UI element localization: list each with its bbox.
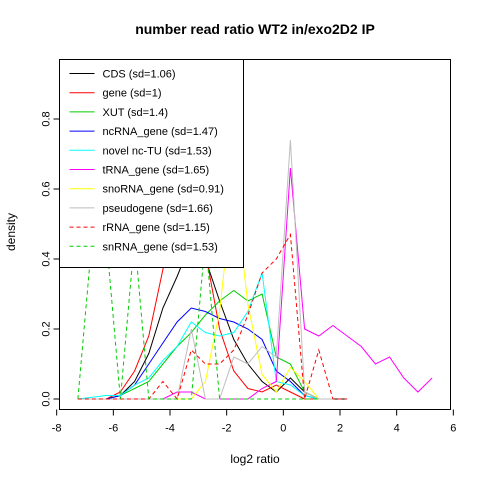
legend-label: snoRNA_gene (sd=0.91) xyxy=(103,184,224,196)
legend-label: ncRNA_gene (sd=1.47) xyxy=(103,126,218,138)
series-line-9 xyxy=(77,232,348,401)
x-tick-label: -2 xyxy=(222,423,232,435)
x-tick-label: 0 xyxy=(280,423,286,435)
chart-title: number read ratio WT2 in/exo2D2 IP xyxy=(135,21,375,37)
series-line-6 xyxy=(77,167,433,400)
legend-box xyxy=(59,59,244,268)
legend: CDS (sd=1.06) gene (sd=1) XUT (sd=1.4) ncRN… xyxy=(59,59,244,268)
y-tick-label: 0.0 xyxy=(41,391,53,406)
series-line-3 xyxy=(77,289,320,400)
legend-label: rRNA_gene (sd=1.15) xyxy=(103,222,210,234)
x-tick-label: 2 xyxy=(337,423,343,435)
legend-label: novel nc-TU (sd=1.53) xyxy=(103,145,212,157)
y-axis-label: density xyxy=(4,213,18,251)
x-axis-label: log2 ratio xyxy=(230,452,280,466)
x-tick-label: 6 xyxy=(450,423,456,435)
series-layer xyxy=(77,139,433,401)
legend-label: pseudogene (sd=1.66) xyxy=(103,203,213,215)
series-line-7 xyxy=(77,181,333,400)
x-tick-label: 4 xyxy=(394,423,400,435)
legend-label: CDS (sd=1.06) xyxy=(103,69,176,81)
x-tick-label: -4 xyxy=(165,423,175,435)
x-axis: -8 -6 -4 -2 0 2 4 6 xyxy=(52,409,456,435)
y-axis: 0.0 0.2 0.4 0.6 0.8 xyxy=(41,111,60,407)
x-tick-label: -6 xyxy=(108,423,118,435)
y-tick-label: 0.8 xyxy=(41,111,53,126)
y-tick-label: 0.4 xyxy=(41,251,53,266)
legend-label: tRNA_gene (sd=1.65) xyxy=(103,165,210,177)
legend-label: gene (sd=1) xyxy=(103,88,162,100)
y-tick-label: 0.2 xyxy=(41,321,53,336)
y-tick-label: 0.6 xyxy=(41,181,53,196)
legend-label: snRNA_gene (sd=1.53) xyxy=(103,241,218,253)
legend-label: XUT (sd=1.4) xyxy=(103,107,169,119)
x-tick-label: -8 xyxy=(52,423,62,435)
series-line-10 xyxy=(77,237,319,400)
series-line-5 xyxy=(77,272,319,400)
series-line-8 xyxy=(77,139,333,400)
